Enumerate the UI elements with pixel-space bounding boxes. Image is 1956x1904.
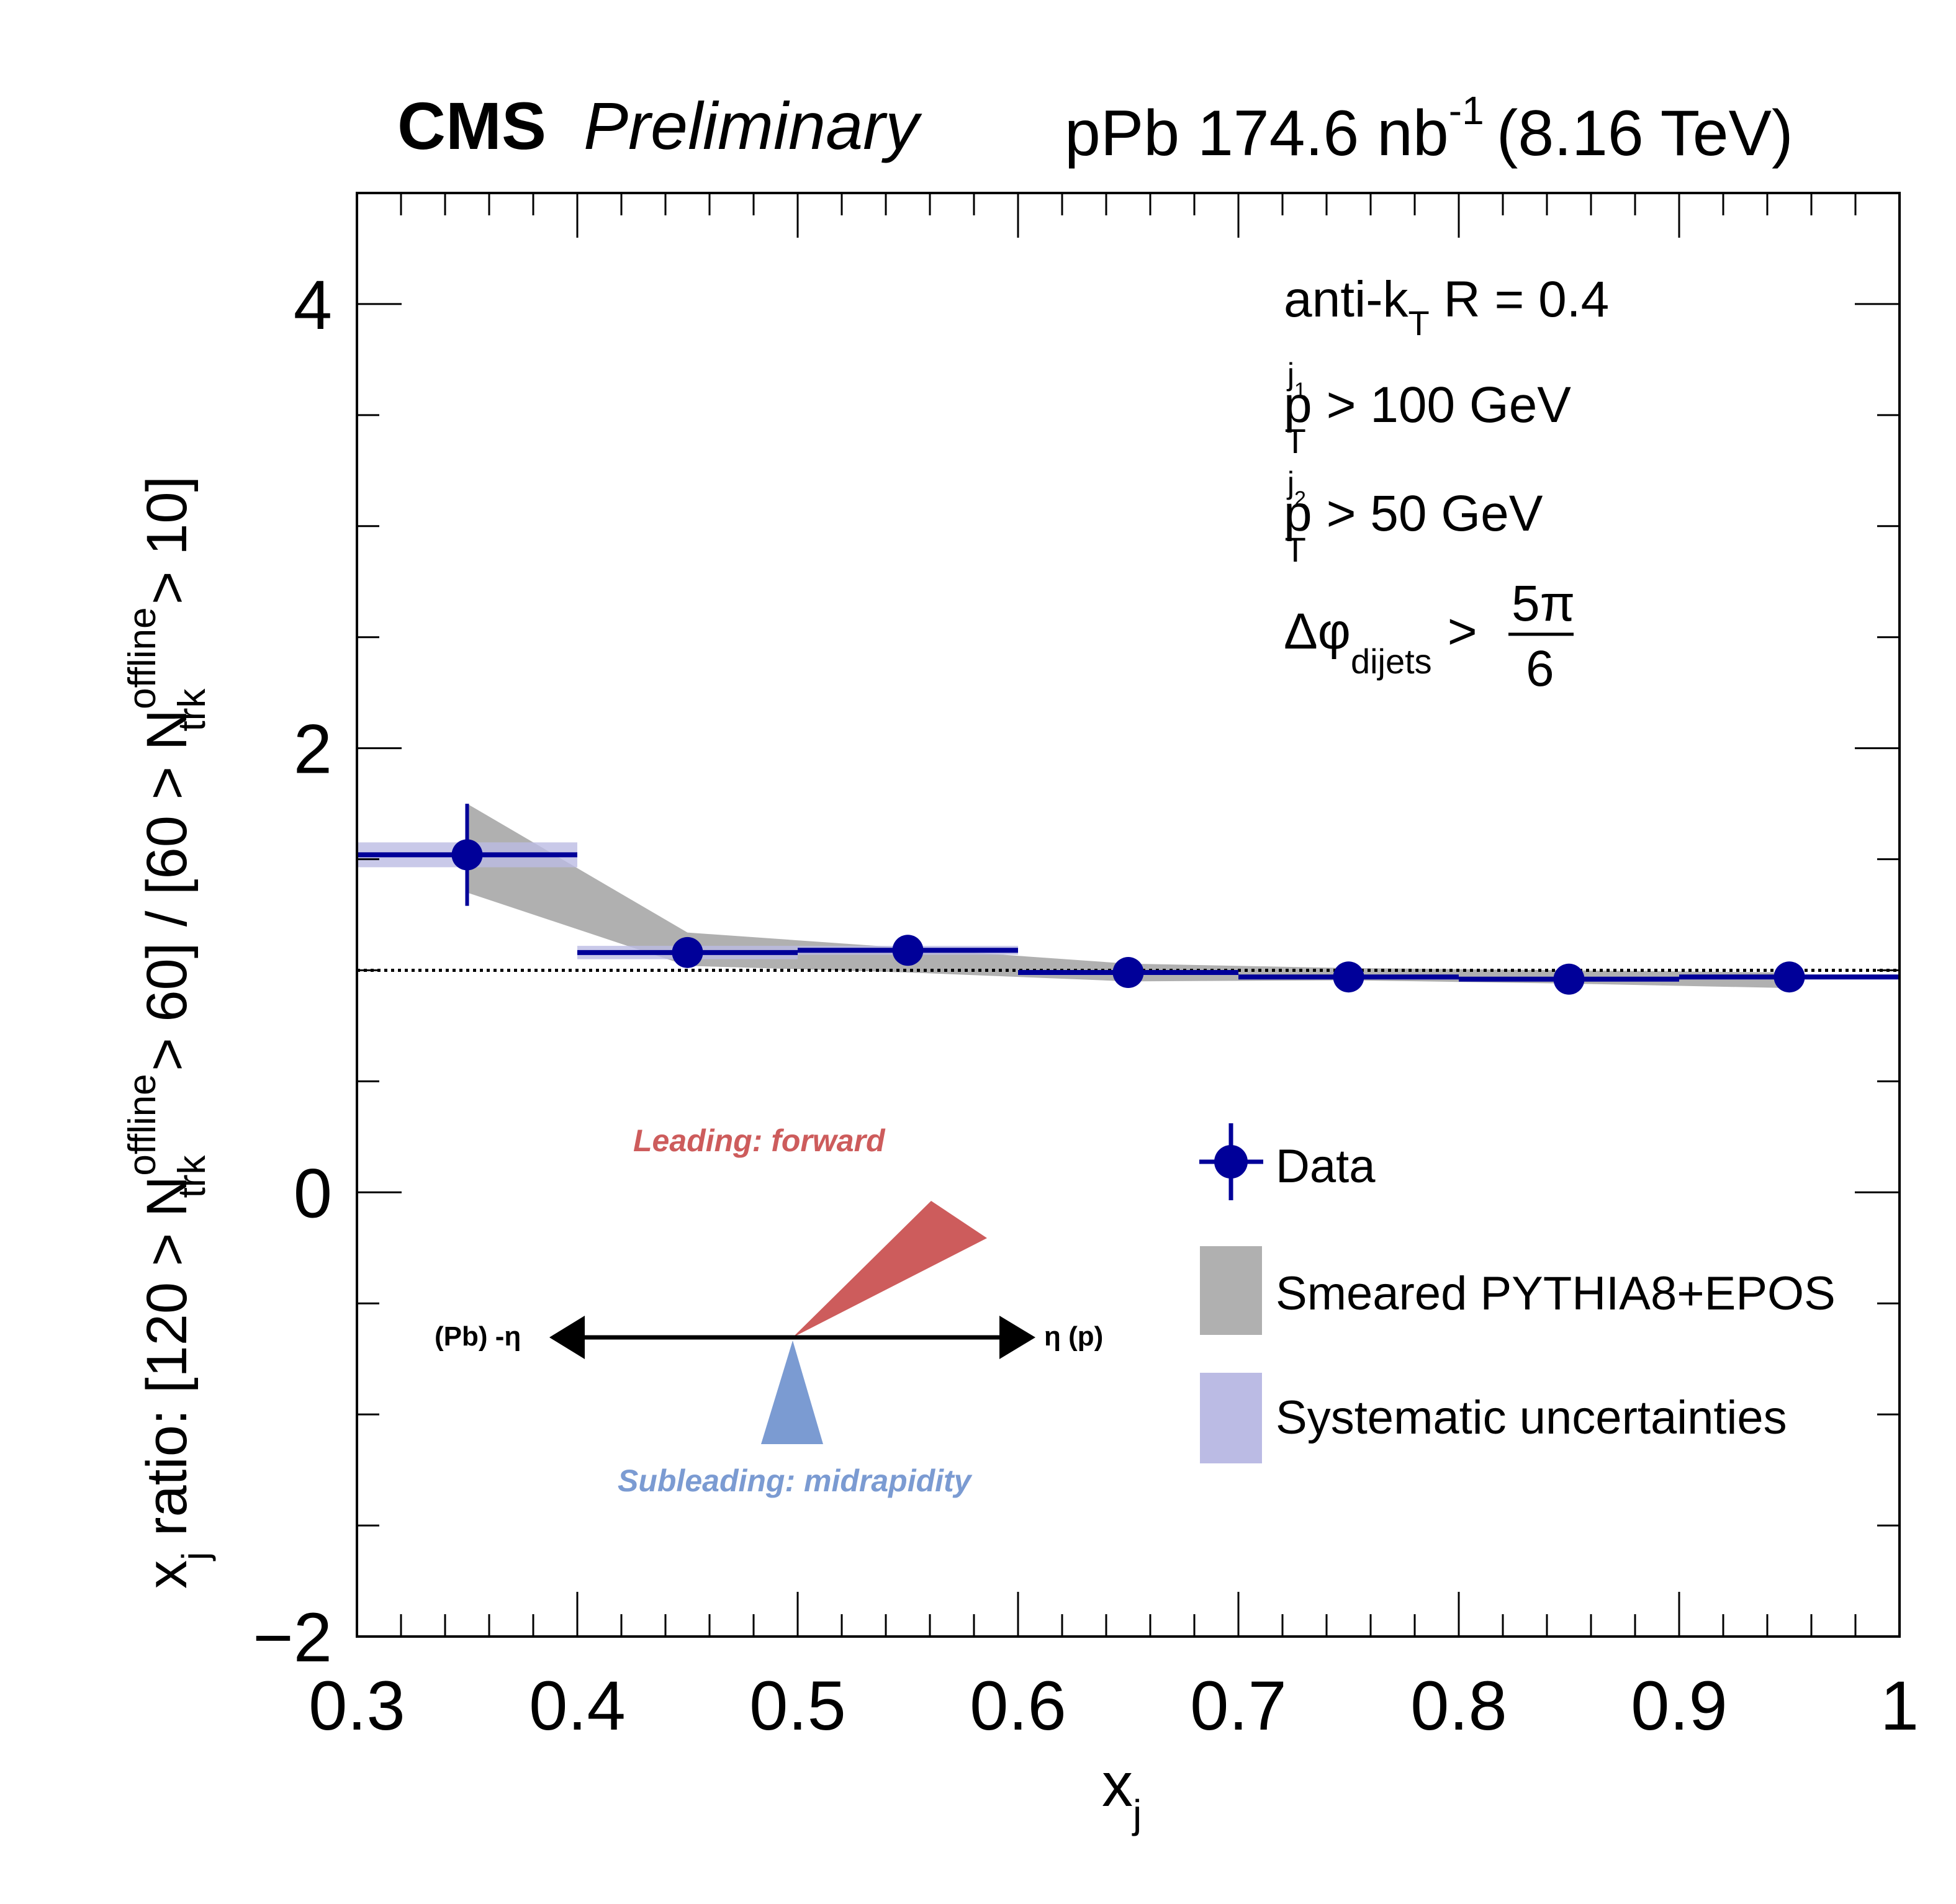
dphi-numerator: 5π xyxy=(1512,575,1575,632)
legend-data-marker xyxy=(1214,1145,1248,1179)
x-tick-label: 0.4 xyxy=(529,1667,626,1745)
pb-eta-label: (Pb) -η xyxy=(435,1321,521,1352)
y-axis-title: xj ratio: [120 > Nofflinetrk > 60] / [60… xyxy=(121,476,216,1589)
preliminary-label: Preliminary xyxy=(584,88,922,163)
lumi-label: pPb 174.6 nb-1 (8.16 TeV) xyxy=(1065,88,1793,169)
legend-syst-label: Systematic uncertainties xyxy=(1276,1391,1787,1444)
x-tick-label: 0.7 xyxy=(1190,1667,1287,1745)
x-tick-label: 1 xyxy=(1880,1667,1919,1745)
legend-syst-swatch xyxy=(1200,1373,1262,1463)
legend-model-label: Smeared PYTHIA8+EPOS xyxy=(1276,1267,1836,1320)
data-point-6 xyxy=(1773,961,1805,993)
data-point-1 xyxy=(672,936,703,968)
x-tick-label: 0.5 xyxy=(749,1667,846,1745)
data-point-5 xyxy=(1553,963,1585,995)
x-tick-label: 0.8 xyxy=(1410,1667,1507,1745)
x-tick-label: 0.9 xyxy=(1631,1667,1728,1745)
dphi-denominator: 6 xyxy=(1526,640,1554,697)
energy-text: (8.16 TeV) xyxy=(1497,97,1793,169)
y-tick-label: 4 xyxy=(294,266,332,344)
p-eta-label: η (p) xyxy=(1044,1321,1103,1352)
data-point-3 xyxy=(1112,957,1144,989)
algo-label: anti-kT R = 0.4 xyxy=(1284,271,1609,343)
cut-annotations: anti-kT R = 0.4 p Tj1 > 100 GeV p Tj2 > 50… xyxy=(1284,271,1609,697)
cms-label: CMS xyxy=(397,88,546,163)
plot-frame xyxy=(356,192,1901,1638)
model-band xyxy=(467,804,1790,989)
kinematics-diagram: Leading: forward (Pb) -η η (p) Subleadin… xyxy=(435,1123,1103,1498)
subleading-label: Subleading: midrapidity xyxy=(618,1463,973,1498)
y-tick-label: 2 xyxy=(294,711,332,788)
x-tick-label: 0.6 xyxy=(970,1667,1066,1745)
subleading-jet-wedge xyxy=(761,1340,823,1444)
x-axis-title: xj xyxy=(1102,1750,1142,1836)
arrow-left-icon xyxy=(549,1316,585,1359)
legend-data-label: Data xyxy=(1276,1140,1376,1193)
y-tick-label: −2 xyxy=(253,1599,332,1676)
lumi-exp: -1 xyxy=(1449,88,1484,133)
data-point-2 xyxy=(892,935,924,966)
y-tick-label: 0 xyxy=(294,1154,332,1232)
legend-model-swatch xyxy=(1200,1246,1262,1335)
pt1-label: p Tj1 > 100 GeV xyxy=(1284,357,1571,460)
leading-label: Leading: forward xyxy=(633,1123,886,1158)
dphi-label: Δφdijets> xyxy=(1284,603,1477,681)
pt2-label: p Tj2 > 50 GeV xyxy=(1284,465,1543,569)
data-point-4 xyxy=(1333,961,1364,993)
legend: Data Smeared PYTHIA8+EPOS Systematic unc… xyxy=(1199,1123,1836,1463)
data-point-0 xyxy=(451,839,483,871)
x-tick-label: 0.3 xyxy=(309,1667,405,1745)
plot-area: 0.3 0.4 0.5 0.6 0.7 0.8 0.9 1 −2 0 2 4 xyxy=(253,192,1919,1745)
leading-jet-wedge xyxy=(793,1201,987,1337)
arrow-right-icon xyxy=(999,1316,1035,1359)
lumi-text: pPb 174.6 nb xyxy=(1065,97,1449,169)
